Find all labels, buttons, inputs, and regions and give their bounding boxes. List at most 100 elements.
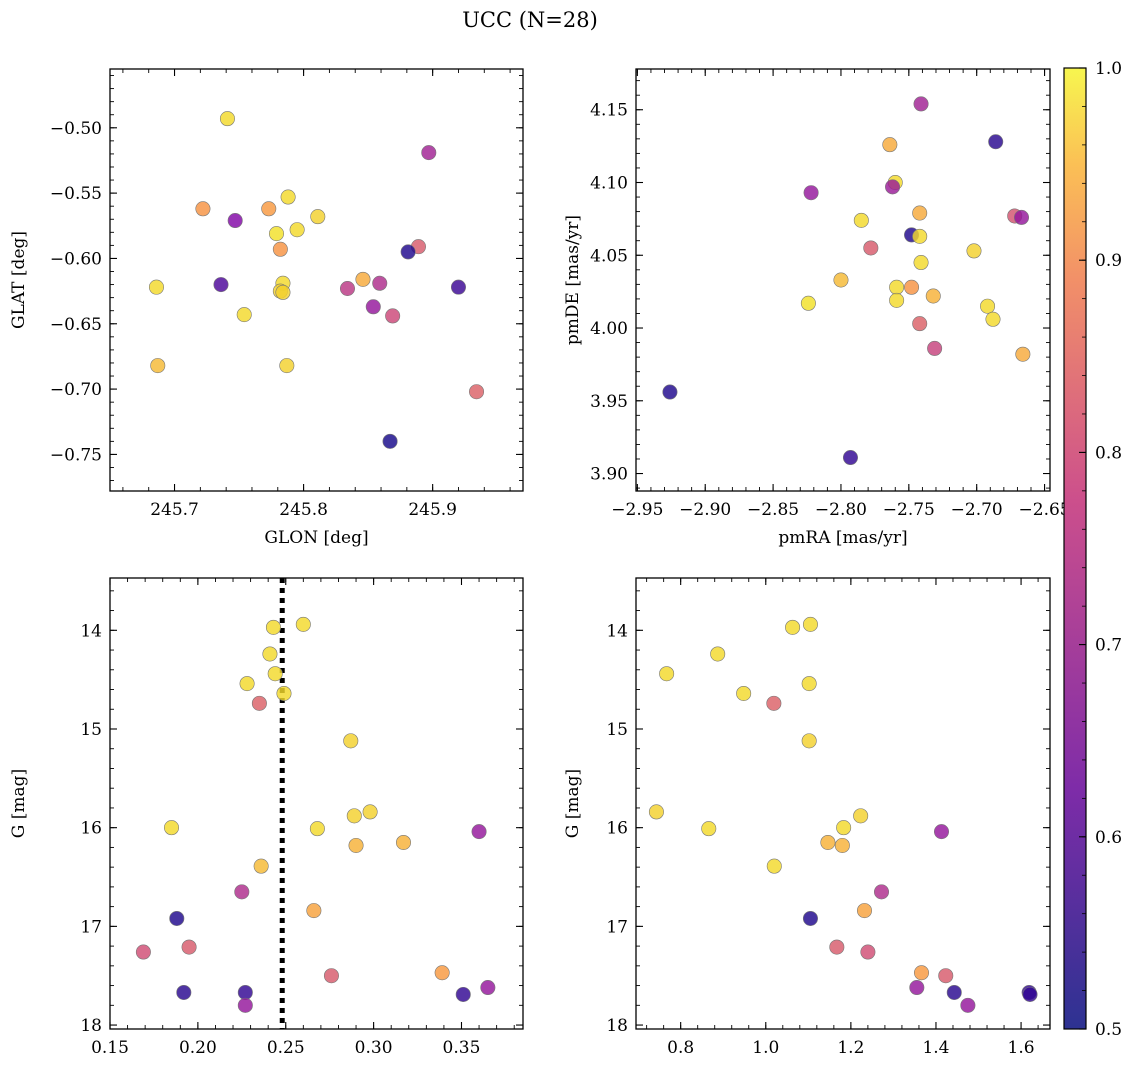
data-point bbox=[434, 965, 450, 981]
figure-title: UCC (N=28) bbox=[462, 8, 598, 32]
data-point bbox=[236, 307, 252, 323]
data-point bbox=[1015, 346, 1031, 362]
x-tick-label: −2.75 bbox=[883, 500, 935, 520]
x-tick-label: 1.4 bbox=[922, 1038, 949, 1058]
y-tick-label: 15 bbox=[80, 720, 102, 740]
y-tick-label: 16 bbox=[80, 819, 102, 839]
data-point bbox=[863, 240, 879, 256]
y-tick-label: 16 bbox=[606, 819, 628, 839]
panel-4: 0.8 1.0 1.2 1.4 1.6 14 15 16 17 18 BP-RP [mag] G [m… bbox=[563, 577, 1051, 1068]
y-tick-label: 3.90 bbox=[590, 465, 628, 485]
data-point bbox=[802, 616, 818, 632]
data-point bbox=[913, 255, 929, 271]
data-point bbox=[339, 280, 355, 296]
y-tick-label: 14 bbox=[606, 621, 628, 641]
data-point bbox=[213, 277, 229, 293]
x-tick-label: 245.7 bbox=[150, 500, 199, 520]
data-point bbox=[450, 279, 466, 295]
y-axis-label: G [mag] bbox=[563, 769, 583, 838]
data-point bbox=[842, 450, 858, 466]
x-tick-label: 1.2 bbox=[837, 1038, 864, 1058]
data-point bbox=[265, 619, 281, 635]
data-point bbox=[251, 695, 267, 711]
data-point bbox=[267, 666, 283, 682]
data-point bbox=[800, 295, 816, 311]
data-point bbox=[310, 209, 326, 225]
data-point bbox=[836, 820, 852, 836]
data-point bbox=[820, 834, 836, 850]
data-point bbox=[261, 201, 277, 217]
data-point bbox=[860, 944, 876, 960]
data-point bbox=[421, 145, 437, 161]
data-point bbox=[909, 980, 925, 996]
data-point bbox=[346, 808, 362, 824]
data-point bbox=[938, 968, 954, 984]
data-point bbox=[262, 646, 278, 662]
x-axis-label: GLON [deg] bbox=[264, 528, 368, 548]
data-point bbox=[237, 997, 253, 1013]
data-point bbox=[701, 821, 717, 837]
data-point bbox=[309, 821, 325, 837]
data-point bbox=[1013, 209, 1029, 225]
data-point bbox=[966, 243, 982, 259]
x-tick-label: −2.80 bbox=[815, 500, 867, 520]
y-tick-label: −0.65 bbox=[50, 315, 102, 335]
y-tick-label: −0.50 bbox=[50, 119, 102, 139]
data-point bbox=[234, 884, 250, 900]
axes-frame bbox=[635, 68, 1051, 492]
x-tick-label: −2.95 bbox=[611, 500, 663, 520]
axes-frame bbox=[635, 577, 1051, 1030]
data-point bbox=[362, 804, 378, 820]
colorbar-tick-label: 0.5 bbox=[1095, 1020, 1122, 1040]
data-point bbox=[662, 384, 678, 400]
data-point bbox=[856, 903, 872, 919]
data-point bbox=[306, 903, 322, 919]
x-tick-label: 0.15 bbox=[91, 1038, 129, 1058]
data-point bbox=[829, 939, 845, 955]
data-point bbox=[280, 189, 296, 205]
colorbar-tick-label: 0.6 bbox=[1095, 828, 1122, 848]
data-point bbox=[275, 284, 291, 300]
x-tick-label: 245.8 bbox=[279, 500, 328, 520]
data-point bbox=[295, 616, 311, 632]
data-point bbox=[946, 984, 962, 1000]
data-point bbox=[801, 733, 817, 749]
colorbar-gradient bbox=[1063, 67, 1087, 1030]
data-point bbox=[343, 733, 359, 749]
data-point bbox=[802, 910, 818, 926]
data-point bbox=[1022, 986, 1038, 1002]
data-point bbox=[960, 997, 976, 1013]
x-tick-label: 0.20 bbox=[179, 1038, 217, 1058]
x-tick-label: 0.8 bbox=[667, 1038, 694, 1058]
data-point bbox=[323, 968, 339, 984]
y-tick-label: −0.70 bbox=[50, 380, 102, 400]
data-point bbox=[276, 685, 292, 701]
data-point bbox=[874, 884, 890, 900]
data-point bbox=[272, 241, 288, 257]
y-tick-label: 4.05 bbox=[590, 246, 628, 266]
data-point bbox=[268, 226, 284, 242]
axes-frame bbox=[109, 577, 524, 1030]
data-point bbox=[239, 676, 255, 692]
panels: 245.7 245.8 245.9 −0.75 −0.70 −0.65 −0.60 −0.55… bbox=[9, 68, 1071, 1068]
data-point bbox=[176, 984, 192, 1000]
data-point bbox=[355, 271, 371, 287]
data-point bbox=[914, 965, 930, 981]
data-point bbox=[135, 944, 151, 960]
data-point bbox=[853, 212, 869, 228]
x-tick-label: 245.9 bbox=[408, 500, 457, 520]
data-point bbox=[150, 358, 166, 374]
colorbar-tick-label: 0.9 bbox=[1095, 251, 1122, 271]
data-point bbox=[736, 685, 752, 701]
y-tick-label: 4.15 bbox=[590, 101, 628, 121]
y-axis-label: G [mag] bbox=[9, 769, 29, 838]
x-tick-label: 1.6 bbox=[1008, 1038, 1035, 1058]
data-point bbox=[372, 275, 388, 291]
data-point bbox=[469, 384, 485, 400]
y-tick-label: −0.60 bbox=[50, 249, 102, 269]
data-point bbox=[237, 984, 253, 1000]
x-tick-label: −2.70 bbox=[951, 500, 1003, 520]
data-point bbox=[885, 179, 901, 195]
x-tick-label: −2.65 bbox=[1019, 500, 1071, 520]
